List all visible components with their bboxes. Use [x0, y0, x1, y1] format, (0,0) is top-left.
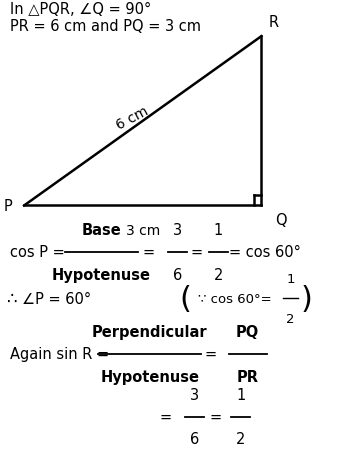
Text: ∴: ∴ — [7, 290, 18, 307]
Text: ∵ cos 60°=: ∵ cos 60°= — [198, 292, 271, 305]
Text: ): ) — [301, 284, 313, 313]
Text: 3 cm: 3 cm — [126, 223, 160, 237]
Text: 2: 2 — [236, 432, 246, 446]
Text: 6: 6 — [190, 432, 199, 446]
Text: 6: 6 — [173, 267, 182, 282]
Text: Hypotenuse: Hypotenuse — [52, 267, 151, 282]
Text: 3: 3 — [190, 387, 199, 402]
Text: 2: 2 — [214, 267, 223, 282]
Text: Base: Base — [82, 223, 121, 238]
Text: R: R — [268, 15, 278, 30]
Text: =: = — [160, 409, 177, 424]
Text: Perpendicular: Perpendicular — [92, 325, 207, 339]
Text: ∠P = 60°: ∠P = 60° — [22, 291, 92, 306]
Text: =: = — [143, 245, 160, 260]
Text: cos P =: cos P = — [10, 245, 70, 260]
Text: 2: 2 — [287, 312, 295, 325]
Text: 1: 1 — [287, 272, 295, 285]
Text: Q: Q — [275, 212, 287, 227]
Text: 1: 1 — [214, 223, 223, 238]
Text: In △PQR, ∠Q = 90°: In △PQR, ∠Q = 90° — [10, 2, 152, 17]
Text: Hypotenuse: Hypotenuse — [100, 369, 199, 384]
Text: =: = — [205, 347, 222, 362]
Text: PR = 6 cm and PQ = 3 cm: PR = 6 cm and PQ = 3 cm — [10, 19, 201, 33]
Text: 3: 3 — [173, 223, 182, 238]
Text: = cos 60°: = cos 60° — [229, 245, 301, 260]
Text: Again sin R =: Again sin R = — [10, 347, 114, 362]
Text: =: = — [191, 245, 208, 260]
Text: PQ: PQ — [236, 325, 259, 339]
Text: =: = — [210, 409, 227, 424]
Text: PR: PR — [237, 369, 259, 384]
Text: 6 cm: 6 cm — [114, 104, 151, 132]
Text: P: P — [3, 199, 12, 213]
Text: (: ( — [179, 284, 191, 313]
Text: 1: 1 — [236, 387, 245, 402]
